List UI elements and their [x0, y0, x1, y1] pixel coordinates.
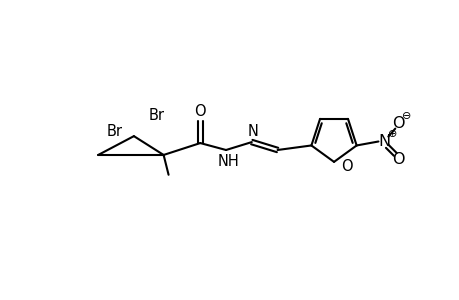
Text: O: O	[340, 159, 352, 174]
Text: O: O	[391, 152, 403, 167]
Text: O: O	[194, 104, 206, 119]
Text: N: N	[247, 124, 257, 139]
Text: Br: Br	[148, 108, 164, 123]
Text: O: O	[391, 116, 403, 131]
Text: ⊕: ⊕	[387, 129, 396, 139]
Text: ⊖: ⊖	[402, 111, 411, 121]
Text: Br: Br	[107, 124, 123, 139]
Text: N: N	[377, 134, 390, 149]
Text: NH: NH	[217, 154, 238, 169]
